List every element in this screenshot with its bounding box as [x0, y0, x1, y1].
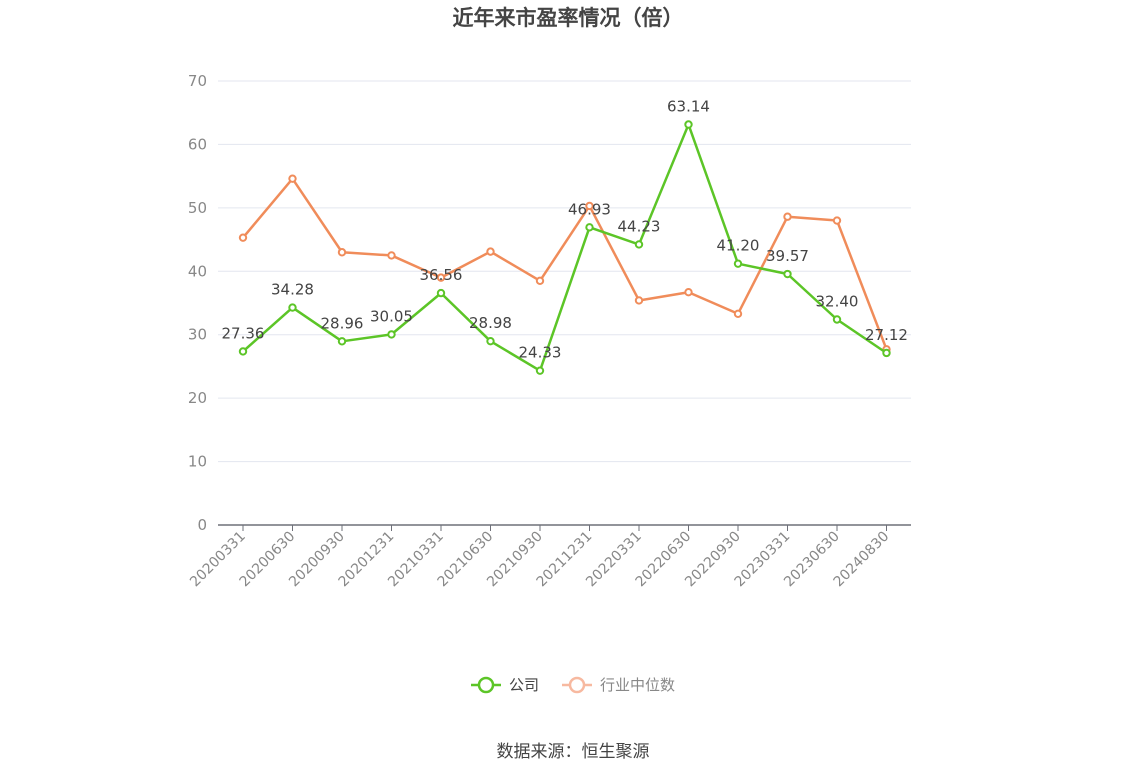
data-label: 27.36 — [222, 324, 265, 342]
grid-lines — [218, 80, 911, 463]
data-label: 24.33 — [519, 344, 562, 362]
y-tick-label: 0 — [197, 516, 207, 534]
data-point — [486, 336, 495, 346]
data-point — [733, 309, 743, 318]
data-point — [288, 303, 297, 312]
series-line — [242, 177, 888, 350]
legend-label: 行业中位数 — [600, 676, 675, 694]
y-tick-label: 60 — [188, 135, 207, 153]
y-axis: 0 10 20 30 40 50 60 70 — [188, 72, 207, 534]
data-label: 44.23 — [618, 217, 661, 235]
legend-marker — [568, 676, 586, 694]
data-labels: 27.36 34.28 28.96 30.05 36.56 28.98 24.33 46.93… — [222, 98, 908, 362]
y-tick-label: 30 — [188, 326, 207, 344]
data-label: 63.14 — [667, 98, 710, 116]
data-point — [387, 330, 396, 339]
y-tick-label: 10 — [188, 453, 207, 471]
data-label: 28.98 — [469, 314, 512, 332]
data-point — [585, 223, 594, 232]
data-point — [238, 347, 248, 356]
data-label: 27.12 — [865, 326, 908, 344]
data-point — [436, 288, 446, 298]
data-label: 39.57 — [766, 247, 809, 265]
data-point — [783, 212, 792, 221]
legend-label: 公司 — [509, 676, 539, 694]
data-label: 28.96 — [321, 314, 364, 332]
data-point — [535, 276, 545, 285]
data-point — [288, 174, 297, 183]
legend-marker — [477, 676, 495, 694]
data-label: 41.20 — [717, 237, 760, 255]
data-point — [337, 337, 347, 346]
y-tick-label: 70 — [188, 72, 207, 90]
data-point — [486, 247, 495, 256]
data-point — [535, 366, 545, 375]
chart-title: 近年来市盈率情况（倍） — [453, 6, 684, 30]
data-point — [882, 348, 891, 358]
data-point — [238, 233, 248, 242]
data-label: 30.05 — [370, 307, 413, 325]
data-point — [634, 296, 644, 305]
series-layer — [238, 120, 891, 375]
data-label: 32.40 — [816, 292, 859, 310]
data-point — [634, 240, 644, 249]
data-point — [585, 201, 594, 211]
x-axis: 2020033120200630202009302020123120210331… — [187, 524, 911, 590]
series-line — [242, 123, 888, 372]
data-point — [832, 315, 842, 324]
data-point — [337, 248, 347, 257]
legend-item[interactable]: 行业中位数 — [562, 676, 675, 694]
legend-item[interactable]: 公司 — [471, 676, 539, 694]
legend[interactable]: 公司 行业中位数 — [471, 676, 675, 694]
y-tick-label: 50 — [188, 199, 207, 217]
data-label: 36.56 — [420, 266, 463, 284]
data-label: 34.28 — [271, 281, 314, 299]
data-point — [733, 259, 743, 268]
data-point — [832, 216, 842, 225]
data-point — [387, 251, 396, 260]
data-label: 46.93 — [568, 200, 611, 218]
data-point — [684, 120, 693, 129]
source-note: 数据来源：恒生聚源 — [497, 742, 650, 762]
y-tick-label: 40 — [188, 262, 207, 280]
data-point — [684, 288, 693, 297]
y-tick-label: 20 — [188, 389, 207, 407]
data-point — [436, 273, 446, 282]
data-point — [783, 269, 792, 279]
